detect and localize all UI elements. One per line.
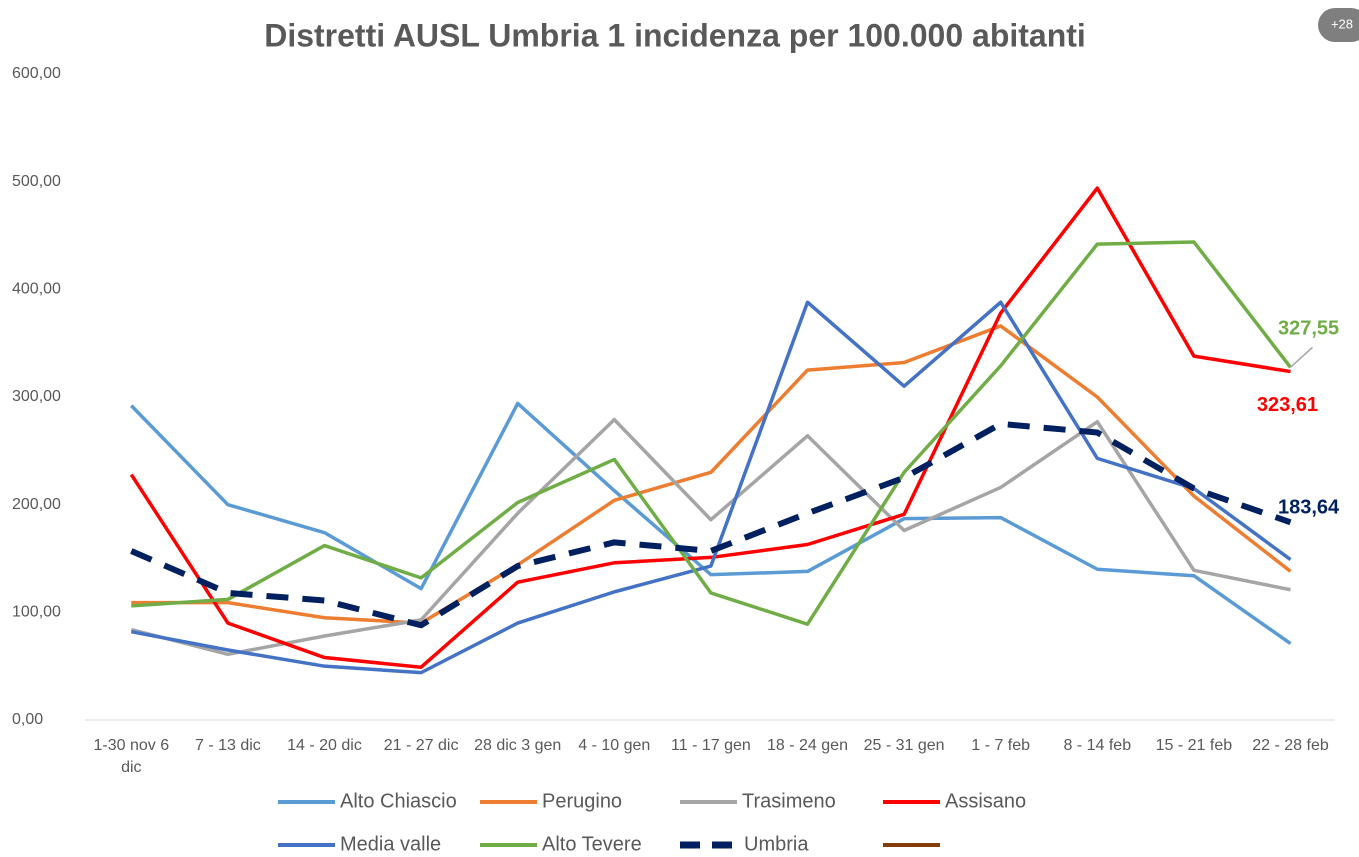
y-tick-label: 600,00 xyxy=(12,65,61,82)
series-line xyxy=(130,401,1292,645)
y-tick-label: 300,00 xyxy=(12,388,61,405)
x-tick-label: 1 - 7 feb xyxy=(971,737,1030,754)
x-tick-label: 1-30 nov 6 dic xyxy=(93,737,169,776)
y-tick-label: 100,00 xyxy=(12,604,61,621)
x-tick-label: 14 - 20 dic xyxy=(287,737,362,754)
x-tick-label: 4 - 10 gen xyxy=(578,737,650,754)
series-line xyxy=(130,417,1291,657)
legend-label: Alto Chiascio xyxy=(340,790,457,812)
x-tick-label: 25 - 31 gen xyxy=(864,737,945,754)
legend-label: Trasimeno xyxy=(742,790,836,812)
badge-bg xyxy=(1318,8,1359,42)
y-tick-label: 500,00 xyxy=(12,173,61,190)
data-label: 323,61 xyxy=(1257,394,1318,416)
series-line xyxy=(131,240,1292,626)
y-tick-label: 0,00 xyxy=(12,711,43,728)
legend-label: Perugino xyxy=(542,790,622,812)
y-tick-label: 400,00 xyxy=(12,281,61,298)
data-label: 183,64 xyxy=(1278,497,1340,519)
series-line xyxy=(130,300,1292,675)
x-tick-label: 18 - 24 gen xyxy=(767,737,848,754)
legend-label: Umbria xyxy=(744,833,809,855)
x-tick-label: 21 - 27 dic xyxy=(384,737,459,754)
legend-label: Media valle xyxy=(340,833,441,855)
series-line xyxy=(130,420,1292,629)
x-tick-label: 28 dic 3 gen xyxy=(474,737,561,754)
series-line xyxy=(129,186,1291,669)
x-tick-label: 15 - 21 feb xyxy=(1156,737,1233,754)
series-line xyxy=(131,324,1292,625)
badge[interactable]: +28 xyxy=(1331,16,1353,31)
x-tick-label: 7 - 13 dic xyxy=(195,737,261,754)
y-tick-label: 200,00 xyxy=(12,496,61,513)
legend-label: Alto Tevere xyxy=(542,833,642,855)
chart-title: Distretti AUSL Umbria 1 incidenza per 10… xyxy=(264,17,1086,53)
x-tick-label: 8 - 14 feb xyxy=(1063,737,1131,754)
data-label: 327,55 xyxy=(1278,318,1339,340)
x-tick-label: 11 - 17 gen xyxy=(671,737,751,754)
x-tick-label: 22 - 28 feb xyxy=(1252,737,1329,754)
leader-line xyxy=(1289,346,1314,368)
legend-label: Assisano xyxy=(945,790,1026,812)
